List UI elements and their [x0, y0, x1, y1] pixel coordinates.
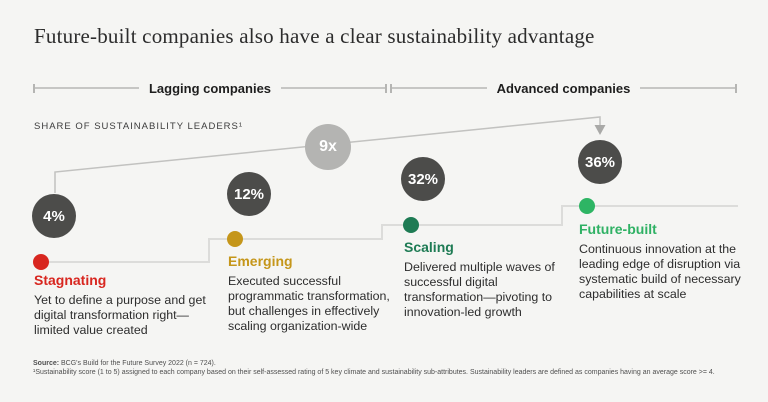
stage-column-stagnating: Stagnating Yet to define a purpose and g…	[34, 272, 206, 338]
stage-column-future-built: Future-built Continuous innovation at th…	[579, 221, 751, 302]
stage-column-emerging: Emerging Executed successful programmati…	[228, 253, 392, 334]
stage-column-scaling: Scaling Delivered multiple waves of succ…	[404, 239, 558, 320]
arrow-down-icon	[594, 125, 606, 135]
step-line	[41, 205, 738, 263]
stage-label-scaling: Scaling	[404, 239, 454, 255]
multiplier-badge: 9x	[305, 124, 351, 170]
page-title: Future-built companies also have a clear…	[34, 24, 595, 48]
bracket-label-lagging: Lagging companies	[148, 80, 272, 96]
step-dot-future-built	[579, 198, 595, 214]
step-dot-scaling	[403, 217, 419, 233]
value-bubble-emerging: 12%	[227, 172, 271, 216]
bracket-tick	[33, 83, 35, 93]
source-label: Source:	[33, 360, 60, 367]
bracket-line	[281, 87, 386, 89]
footnote-line: ¹Sustainability score (1 to 5) assigned …	[33, 368, 715, 376]
bracket-line	[392, 87, 487, 89]
bracket-line	[640, 87, 735, 89]
stage-label-stagnating: Stagnating	[34, 272, 107, 288]
value-bubble-stagnating: 4%	[32, 194, 76, 238]
bracket-label-advanced: Advanced companies	[496, 80, 631, 96]
bracket-tick	[390, 83, 392, 93]
bracket-advanced-companies: Advanced companies	[390, 80, 737, 96]
step-dot-emerging	[227, 231, 243, 247]
bracket-line	[35, 87, 139, 89]
value-bubble-future-built: 36%	[578, 140, 622, 184]
stage-label-future-built: Future-built	[579, 221, 657, 237]
stage-description-future-built: Continuous innovation at the leading edg…	[579, 242, 741, 301]
stage-description-stagnating: Yet to define a purpose and get digital …	[34, 293, 206, 337]
source-text: BCG's Build for the Future Survey 2022 (…	[59, 360, 216, 367]
bracket-lagging-companies: Lagging companies	[33, 80, 388, 96]
bracket-tick	[385, 83, 388, 93]
axis-label-share-of-sustainability-leaders: SHARE OF SUSTAINABILITY LEADERS¹	[34, 121, 244, 132]
footer-notes: Source: BCG's Build for the Future Surve…	[33, 360, 733, 378]
stage-description-scaling: Delivered multiple waves of successful d…	[404, 260, 555, 319]
step-dot-stagnating	[33, 254, 49, 270]
stage-description-emerging: Executed successful programmatic transfo…	[228, 274, 390, 333]
value-bubble-scaling: 32%	[401, 157, 445, 201]
bracket-tick	[735, 83, 737, 93]
source-line: Source: BCG's Build for the Future Surve…	[33, 360, 733, 369]
stage-label-emerging: Emerging	[228, 253, 293, 269]
